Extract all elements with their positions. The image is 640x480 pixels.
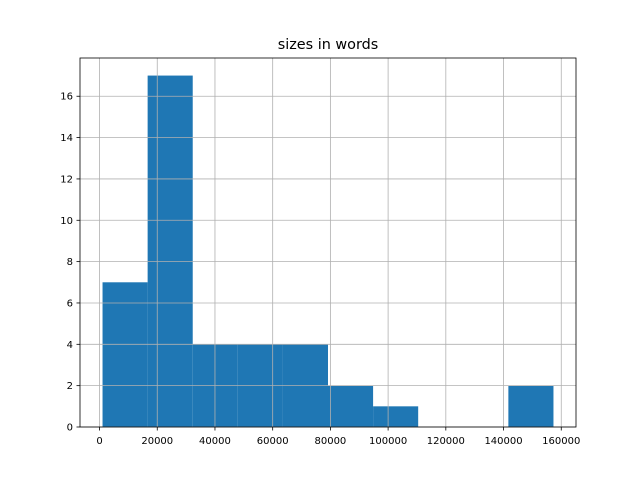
x-tick-label: 140000 (484, 436, 522, 447)
x-tick-label: 60000 (257, 436, 289, 447)
y-tick-label: 2 (67, 381, 73, 392)
axes-frame (79, 57, 577, 428)
x-tick-label: 160000 (542, 436, 580, 447)
histogram-bar (328, 385, 374, 427)
y-tick-label: 0 (67, 423, 73, 434)
histogram-bar (102, 282, 148, 427)
y-tick-label: 10 (60, 216, 73, 227)
chart-title: sizes in words (278, 37, 379, 53)
x-tick-label: 80000 (314, 436, 346, 447)
x-tick-label: 20000 (141, 436, 173, 447)
x-tick-label: 40000 (199, 436, 231, 447)
y-tick-label: 6 (67, 298, 73, 309)
y-tick-label: 8 (67, 257, 73, 268)
x-axis: 0 20000 40000 60000 80000 100000 120000 140000 1… (96, 427, 580, 447)
y-tick-label: 12 (60, 174, 73, 185)
bars (102, 75, 554, 428)
x-tick-label: 100000 (369, 436, 407, 447)
y-axis: 0 2 4 6 8 10 12 14 16 (60, 92, 80, 434)
x-tick-label: 120000 (427, 436, 465, 447)
y-tick-label: 4 (67, 340, 73, 351)
y-tick-label: 16 (60, 92, 73, 103)
grid (80, 58, 576, 428)
y-tick-label: 14 (60, 133, 73, 144)
x-tick-label: 0 (96, 436, 102, 447)
histogram-bar (508, 385, 554, 427)
histogram-bar (147, 75, 193, 428)
histogram-bar (373, 406, 419, 427)
